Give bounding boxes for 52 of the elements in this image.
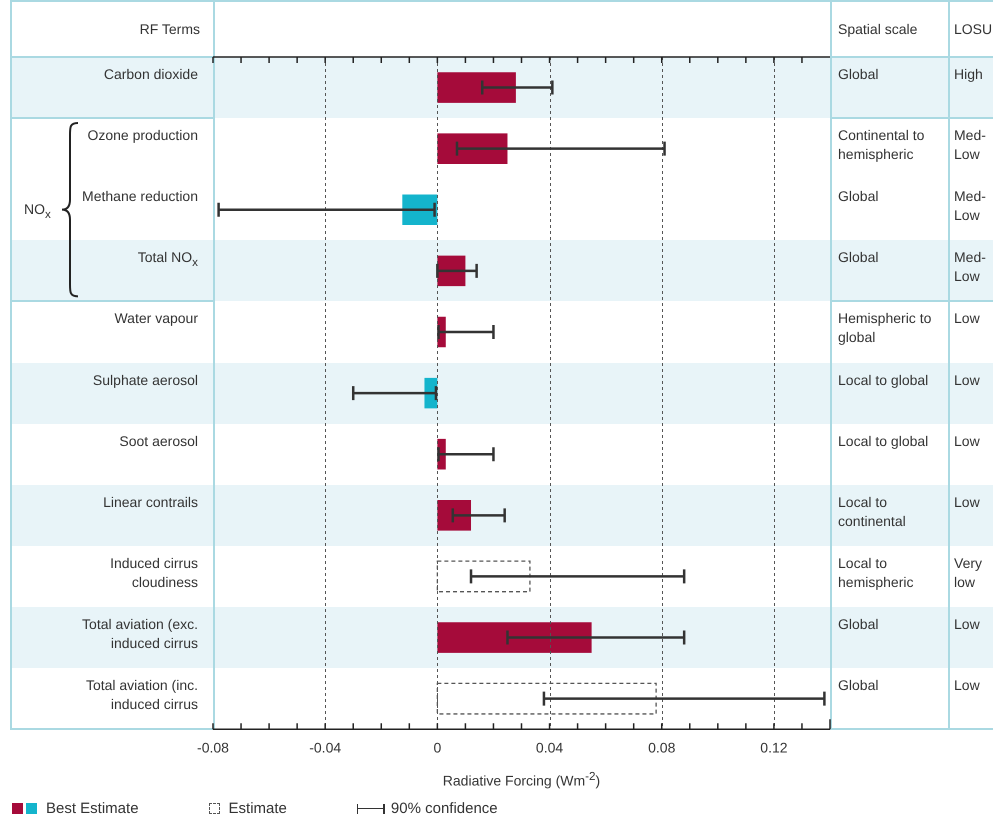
y-tick-label: Induced cirrus cloudiness — [109, 554, 198, 592]
text: Low — [954, 492, 981, 512]
bar — [437, 133, 508, 164]
y-tick-label: Linear contrails — [102, 492, 198, 512]
x-tick-label: 0.12 — [760, 739, 788, 756]
y-axis-title: RF Terms — [138, 20, 200, 38]
text: Spatial scale — [838, 20, 918, 38]
legend-label: Estimate — [228, 800, 287, 817]
x-axis-title: Radiative Forcing (Wm$^{-2}$) — [442, 769, 602, 791]
x-tick-label: 0 — [433, 739, 442, 756]
y-tick-label: Methane reduction — [81, 187, 198, 206]
text: Local to global — [838, 370, 930, 390]
y-tick-label: Water vapour — [113, 309, 198, 328]
y-tick-label: Total NO$_{x}$ — [136, 248, 198, 272]
bar — [437, 256, 466, 286]
text: Low — [954, 614, 981, 634]
x-tick-label: -0.04 — [309, 739, 342, 756]
text: Med-Low — [954, 248, 987, 286]
text: Global — [838, 248, 880, 268]
bar — [437, 500, 472, 531]
text: High — [954, 65, 984, 84]
x-tick-label: 0.04 — [536, 739, 564, 756]
text: Local to hemispheric — [838, 554, 914, 592]
y-tick-label: Carbon dioxide — [102, 65, 198, 84]
x-tick-label: 0.08 — [648, 739, 676, 756]
legend-label: Best Estimate — [46, 800, 139, 817]
text: Low — [954, 370, 981, 390]
text: LOSU — [954, 20, 992, 38]
bar — [437, 72, 516, 103]
y-tick-label: Total aviation (inc. induced cirrus — [84, 676, 198, 714]
text: Local to continental — [838, 492, 907, 531]
text: Low — [954, 432, 981, 451]
y-tick-label: Ozone production — [86, 126, 198, 146]
text: Low — [954, 309, 981, 328]
text: Global — [838, 676, 880, 696]
text: Global — [838, 65, 880, 84]
text: Local to global — [838, 432, 930, 451]
text: Global — [838, 614, 880, 634]
text: Continental to hemispheric — [838, 126, 926, 164]
bar — [437, 622, 592, 653]
text: Hemispheric to global — [838, 309, 932, 348]
text: Very low — [954, 554, 984, 592]
text: NO$_{x}$ — [24, 200, 51, 223]
y-tick-label: Total aviation (exc. induced cirrus — [81, 614, 198, 653]
text: Low — [954, 676, 981, 696]
text: Med-Low — [954, 126, 987, 164]
x-tick-label: -0.08 — [197, 739, 230, 756]
text: Med-Low — [954, 187, 987, 226]
text: Global — [838, 187, 880, 206]
y-tick-label: Sulphate aerosol — [92, 370, 198, 390]
text: 90% confidence — [390, 800, 498, 817]
y-tick-label: Soot aerosol — [118, 432, 198, 451]
